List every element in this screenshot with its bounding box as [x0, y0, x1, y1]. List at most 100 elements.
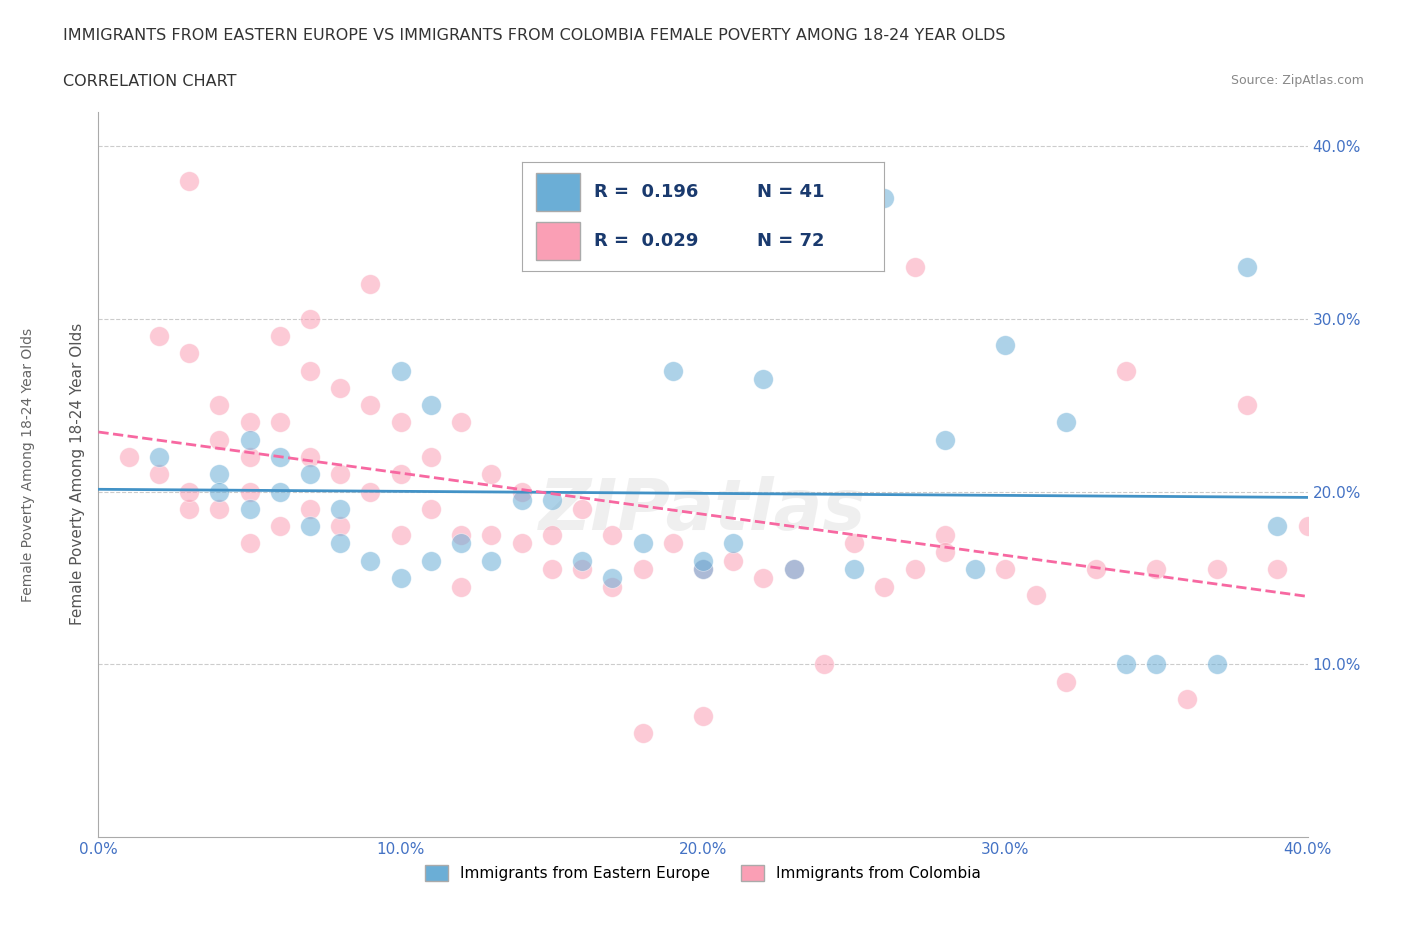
Point [1206, 562, 1229, 577]
Text: CORRELATION CHART: CORRELATION CHART [63, 74, 236, 89]
Point [1144, 657, 1167, 671]
Point [904, 259, 927, 274]
Point [1267, 519, 1289, 534]
Y-axis label: Female Poverty Among 18-24 Year Olds: Female Poverty Among 18-24 Year Olds [69, 324, 84, 626]
Point [1054, 674, 1077, 689]
Point [179, 346, 201, 361]
Legend: Immigrants from Eastern Europe, Immigrants from Colombia: Immigrants from Eastern Europe, Immigran… [419, 859, 987, 887]
Text: ZIPatlas: ZIPatlas [540, 476, 866, 545]
Point [239, 449, 262, 464]
Point [360, 485, 382, 499]
Point [1115, 364, 1137, 379]
Point [813, 657, 835, 671]
Text: Female Poverty Among 18-24 Year Olds: Female Poverty Among 18-24 Year Olds [21, 328, 35, 602]
Point [389, 415, 412, 430]
Point [389, 527, 412, 542]
Point [844, 536, 866, 551]
Point [1267, 562, 1289, 577]
Point [631, 243, 654, 258]
Point [239, 432, 262, 447]
Point [602, 570, 624, 585]
Point [540, 562, 562, 577]
Point [661, 536, 683, 551]
Point [631, 536, 654, 551]
Point [420, 449, 443, 464]
Point [965, 562, 987, 577]
Point [844, 562, 866, 577]
Point [299, 364, 322, 379]
Point [208, 485, 231, 499]
Point [661, 364, 683, 379]
Point [571, 562, 593, 577]
Point [360, 398, 382, 413]
Point [873, 191, 896, 206]
Point [208, 467, 231, 482]
Point [1024, 588, 1046, 603]
Point [1206, 657, 1229, 671]
Point [873, 579, 896, 594]
Point [299, 467, 322, 482]
Point [450, 536, 472, 551]
Point [571, 553, 593, 568]
Point [692, 553, 714, 568]
Point [269, 485, 291, 499]
Point [1115, 657, 1137, 671]
Point [389, 364, 412, 379]
Point [510, 536, 533, 551]
Point [329, 519, 352, 534]
Point [934, 545, 956, 560]
Point [510, 493, 533, 508]
Point [450, 527, 472, 542]
Point [723, 536, 745, 551]
Point [510, 485, 533, 499]
Point [783, 562, 806, 577]
Point [299, 501, 322, 516]
Point [239, 415, 262, 430]
Point [208, 432, 231, 447]
Point [148, 328, 170, 343]
Point [360, 553, 382, 568]
Point [1236, 398, 1258, 413]
Point [994, 338, 1017, 352]
Point [299, 519, 322, 534]
Point [179, 173, 201, 188]
Point [1054, 415, 1077, 430]
Point [540, 493, 562, 508]
Point [148, 449, 170, 464]
Point [269, 449, 291, 464]
Point [329, 501, 352, 516]
Point [934, 527, 956, 542]
Point [723, 553, 745, 568]
Point [208, 501, 231, 516]
Point [299, 312, 322, 326]
Point [783, 225, 806, 240]
Point [571, 501, 593, 516]
Point [783, 562, 806, 577]
Point [299, 449, 322, 464]
Point [420, 501, 443, 516]
Point [752, 372, 775, 387]
Point [329, 467, 352, 482]
Point [239, 536, 262, 551]
Point [481, 553, 503, 568]
Point [148, 467, 170, 482]
Point [1085, 562, 1108, 577]
Point [692, 709, 714, 724]
Point [540, 527, 562, 542]
Point [269, 519, 291, 534]
Point [269, 415, 291, 430]
Point [239, 501, 262, 516]
Point [329, 536, 352, 551]
Point [631, 726, 654, 741]
Point [389, 570, 412, 585]
Point [692, 562, 714, 577]
Point [602, 579, 624, 594]
Text: Source: ZipAtlas.com: Source: ZipAtlas.com [1230, 74, 1364, 87]
Point [1236, 259, 1258, 274]
Point [450, 415, 472, 430]
Point [1144, 562, 1167, 577]
Point [179, 501, 201, 516]
Point [692, 562, 714, 577]
Point [994, 562, 1017, 577]
Point [904, 562, 927, 577]
